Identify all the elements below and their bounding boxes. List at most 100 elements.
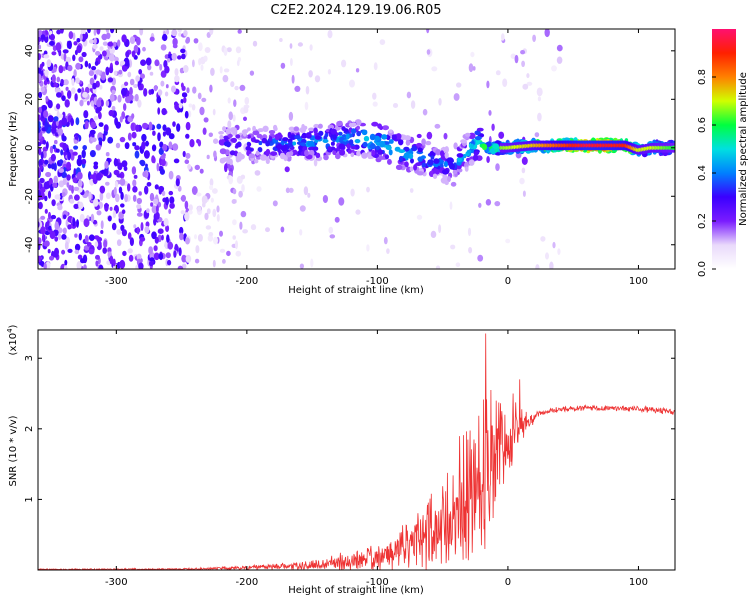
colorbar: 0.0 0.2 0.4 0.6 0.8 Normalized spectral ampl… bbox=[697, 29, 749, 277]
spectrogram-ridge-cell bbox=[222, 126, 227, 132]
svg-text:(x104): (x104) bbox=[6, 324, 19, 355]
spectrogram-noise-cell bbox=[62, 66, 66, 72]
spectrogram-noise-cell bbox=[297, 42, 303, 47]
spectrogram-noise-cell bbox=[309, 44, 313, 51]
spectrogram-noise-cell bbox=[76, 38, 81, 43]
spectrogram-ridge-cell bbox=[277, 148, 281, 153]
spectrogram-noise-cell bbox=[109, 255, 114, 265]
spectrogram-noise-cell bbox=[521, 60, 525, 67]
spectrogram-noise-cell bbox=[184, 200, 189, 210]
spectrogram-noise-cell bbox=[105, 29, 110, 33]
spectrogram-noise-cell bbox=[139, 236, 146, 242]
spectrogram-noise-cell bbox=[188, 103, 193, 108]
spectrogram-noise-cell bbox=[64, 241, 69, 250]
spectrogram-noise-cell bbox=[94, 60, 99, 66]
spectrogram-ridge-cell bbox=[347, 149, 352, 154]
spectrogram-noise-cell bbox=[192, 59, 195, 68]
spectrogram-ridge-cell bbox=[438, 159, 444, 166]
spectrogram-noise-cell bbox=[434, 123, 441, 129]
spectrogram-noise-cell bbox=[54, 87, 61, 94]
spectrogram-noise-cell bbox=[86, 242, 92, 247]
spectrogram-noise-cell bbox=[141, 133, 147, 142]
spectrogram-noise-cell bbox=[149, 36, 155, 42]
spectrogram-noise-cell bbox=[213, 150, 217, 159]
spectrogram-noise-cell bbox=[486, 80, 490, 89]
spectrogram-noise-cell bbox=[143, 150, 150, 159]
spectrogram-ridge-cell bbox=[293, 126, 299, 132]
spectrogram-noise-cell bbox=[95, 51, 101, 56]
spectrogram-noise-cell bbox=[99, 185, 106, 194]
spectrogram-noise-cell bbox=[299, 205, 306, 212]
spectrogram-noise-cell bbox=[109, 206, 113, 211]
spectrogram-ridge-cell bbox=[247, 127, 251, 132]
spectrogram-noise-cell bbox=[127, 132, 132, 141]
spectrogram-noise-cell bbox=[239, 84, 246, 91]
spectrogram-noise-cell bbox=[157, 132, 161, 142]
spectrogram-noise-cell bbox=[232, 235, 236, 240]
spectrogram-ridge-cell bbox=[332, 134, 337, 140]
spectrogram-noise-cell bbox=[338, 197, 345, 206]
spectrogram-noise-cell bbox=[131, 166, 137, 175]
spectrogram-ridge-cell bbox=[265, 148, 271, 156]
chart-title: C2E2.2024.129.19.06.R05 bbox=[270, 3, 441, 18]
spectrogram-noise-cell bbox=[49, 40, 55, 46]
spectrogram-noise-cell bbox=[112, 41, 117, 47]
spectrogram-ridge-cell bbox=[361, 129, 368, 136]
spectrogram-noise-cell bbox=[183, 65, 189, 73]
spectrogram-noise-cell bbox=[168, 190, 174, 196]
spectrogram-noise-cell bbox=[93, 164, 99, 170]
spectrogram-noise-cell bbox=[151, 231, 157, 240]
spectrogram-noise-cell bbox=[181, 92, 188, 98]
spectrogram-noise-cell bbox=[131, 50, 136, 58]
spectrogram-noise-cell bbox=[177, 265, 184, 269]
spectrogram-ridge-cell bbox=[388, 149, 393, 156]
colorbar-label: Normalized spectral amplitude bbox=[738, 72, 749, 226]
spectrogram-noise-cell bbox=[141, 141, 146, 150]
spectrogram-noise-cell bbox=[223, 68, 230, 73]
spectrogram-noise-cell bbox=[107, 41, 114, 47]
spectrogram-noise-cell bbox=[140, 222, 144, 231]
spectrogram-noise-cell bbox=[213, 236, 218, 245]
spectrogram-noise-cell bbox=[115, 142, 121, 149]
spectrogram-noise-cell bbox=[38, 127, 41, 134]
spectrogram-noise-cell bbox=[92, 82, 97, 90]
spectrogram-ridge-cell bbox=[400, 134, 407, 140]
spectrogram-noise-cell bbox=[195, 245, 200, 254]
spectrogram-noise-cell bbox=[288, 111, 294, 121]
spectrogram-noise-cell bbox=[83, 110, 89, 119]
spectrogram-noise-cell bbox=[117, 39, 121, 48]
spectrogram-noise-cell bbox=[186, 87, 190, 94]
spectrogram-noise-cell bbox=[77, 88, 82, 93]
spectrogram-noise-cell bbox=[75, 117, 80, 126]
spectrogram-noise-cell bbox=[226, 47, 232, 53]
spectrogram-noise-cell bbox=[216, 214, 220, 222]
spectrogram-ridge-cell bbox=[415, 162, 422, 167]
spectrogram-ridge-cell bbox=[405, 139, 411, 146]
spectrogram-ridge-cell bbox=[387, 158, 392, 165]
spectrogram-noise-cell bbox=[166, 29, 170, 35]
spectrogram-ridge-cell bbox=[462, 154, 467, 159]
spectrogram-noise-cell bbox=[68, 31, 74, 40]
spectrogram-noise-cell bbox=[147, 64, 152, 71]
spectrogram-noise-cell bbox=[196, 192, 202, 197]
spectrogram-noise-cell bbox=[212, 259, 216, 268]
x-tick-label: 0 bbox=[505, 276, 511, 287]
spectrogram-noise-cell bbox=[100, 230, 104, 234]
spectrogram-noise-cell bbox=[74, 194, 80, 201]
spectrogram-noise-cell bbox=[213, 138, 219, 144]
spectrogram-noise-cell bbox=[72, 54, 76, 62]
spectrogram-noise-cell bbox=[102, 41, 108, 46]
spectrogram-noise-cell bbox=[64, 259, 68, 266]
spectrogram-noise-cell bbox=[132, 142, 137, 147]
spectrogram-noise-cell bbox=[116, 239, 122, 247]
spectrogram-ridge-cell bbox=[327, 146, 332, 151]
spectrogram-noise-cell bbox=[120, 191, 124, 200]
spectrogram-noise-cell bbox=[115, 193, 120, 203]
spectrogram-noise-cell bbox=[65, 56, 72, 63]
spectrogram-noise-cell bbox=[158, 188, 162, 195]
spectrogram-noise-cell bbox=[184, 159, 190, 164]
spectrogram-noise-cell bbox=[79, 99, 84, 107]
spectrogram-noise-cell bbox=[272, 200, 278, 207]
spectrogram-noise-cell bbox=[101, 33, 108, 41]
spectrogram-noise-cell bbox=[189, 139, 195, 148]
